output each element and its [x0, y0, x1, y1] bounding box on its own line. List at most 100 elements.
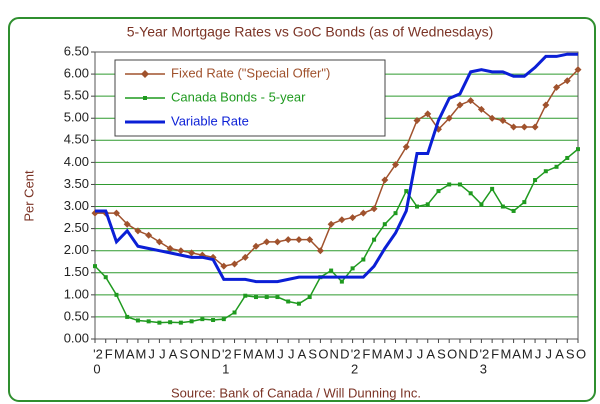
- marker: [413, 116, 421, 124]
- x-tick-label: N: [458, 346, 467, 361]
- marker: [177, 247, 185, 255]
- x-tick-label: O: [576, 346, 586, 361]
- x-tick-label: N: [201, 346, 210, 361]
- legend-label: Canada Bonds - 5-year: [171, 89, 306, 104]
- x-tick-label: '2: [222, 346, 232, 361]
- source-note: Source: Bank of Canada / Will Dunning In…: [171, 385, 421, 400]
- marker: [286, 299, 291, 304]
- marker: [188, 249, 196, 257]
- marker: [252, 242, 260, 250]
- x-tick-label: M: [243, 346, 254, 361]
- x-tick-label: M: [136, 346, 147, 361]
- marker: [436, 189, 441, 194]
- y-tick-label: 1.50: [64, 264, 89, 279]
- marker: [370, 205, 378, 213]
- marker: [445, 114, 453, 122]
- marker: [221, 317, 226, 322]
- marker: [402, 143, 410, 151]
- marker: [231, 260, 239, 268]
- marker: [457, 182, 462, 187]
- x-tick-label: A: [298, 346, 307, 361]
- marker: [263, 238, 271, 246]
- marker: [295, 236, 303, 244]
- marker: [500, 204, 505, 209]
- marker: [490, 186, 495, 191]
- x-tick-label: O: [447, 346, 457, 361]
- x-tick-label: F: [491, 346, 499, 361]
- marker: [531, 123, 539, 131]
- marker: [392, 161, 400, 169]
- marker: [284, 236, 292, 244]
- marker: [189, 319, 194, 324]
- marker: [211, 318, 216, 323]
- marker: [273, 238, 281, 246]
- year-label: 1: [222, 361, 229, 376]
- marker: [468, 191, 473, 196]
- marker: [511, 208, 516, 213]
- x-tick-label: D: [469, 346, 478, 361]
- series-line: [95, 69, 579, 267]
- marker: [372, 237, 377, 242]
- chart-title: 5-Year Mortgage Rates vs GoC Bonds (as o…: [127, 24, 494, 40]
- marker: [393, 211, 398, 216]
- x-tick-label: '2: [351, 346, 361, 361]
- x-tick-label: J: [277, 346, 284, 361]
- y-tick-label: 6.00: [64, 66, 89, 81]
- y-tick-label: 3.50: [64, 176, 89, 191]
- marker: [329, 268, 334, 273]
- x-tick-label: S: [308, 346, 317, 361]
- marker: [125, 314, 130, 319]
- marker: [361, 257, 366, 262]
- marker: [307, 295, 312, 300]
- marker: [166, 244, 174, 252]
- y-axis-label: Per Cent: [21, 170, 36, 222]
- x-tick-label: M: [372, 346, 383, 361]
- x-tick-label: A: [126, 346, 135, 361]
- marker: [135, 318, 140, 323]
- marker: [338, 216, 346, 224]
- marker: [576, 147, 580, 152]
- x-tick-label: J: [546, 346, 553, 361]
- marker: [499, 116, 507, 124]
- marker: [168, 320, 173, 325]
- marker: [447, 182, 452, 187]
- y-tick-label: 4.50: [64, 132, 89, 147]
- marker: [93, 264, 97, 269]
- marker: [456, 101, 464, 109]
- x-tick-label: O: [318, 346, 328, 361]
- marker: [145, 231, 153, 239]
- x-tick-label: J: [288, 346, 295, 361]
- marker: [241, 253, 249, 261]
- marker: [359, 209, 367, 217]
- marker: [554, 164, 559, 169]
- marker: [565, 155, 570, 160]
- x-tick-label: M: [393, 346, 404, 361]
- x-tick-label: F: [105, 346, 113, 361]
- marker: [350, 266, 355, 271]
- x-tick-label: J: [535, 346, 542, 361]
- marker: [520, 123, 528, 131]
- marker: [157, 320, 162, 325]
- marker: [243, 293, 248, 298]
- y-tick-label: 5.50: [64, 88, 89, 103]
- marker: [542, 101, 550, 109]
- marker: [510, 123, 518, 131]
- x-tick-label: A: [426, 346, 435, 361]
- marker: [382, 222, 387, 227]
- x-tick-label: '2: [93, 346, 103, 361]
- x-tick-label: A: [169, 346, 178, 361]
- marker: [146, 319, 151, 324]
- marker: [232, 310, 237, 315]
- marker: [155, 238, 163, 246]
- x-tick-label: A: [512, 346, 521, 361]
- y-tick-label: 6.50: [64, 43, 89, 58]
- x-tick-label: D: [211, 346, 220, 361]
- marker: [404, 189, 409, 194]
- marker: [134, 227, 142, 235]
- x-tick-label: F: [362, 346, 370, 361]
- marker: [415, 204, 419, 209]
- x-tick-label: J: [417, 346, 424, 361]
- x-tick-label: M: [522, 346, 533, 361]
- marker: [467, 97, 475, 105]
- marker: [533, 178, 538, 183]
